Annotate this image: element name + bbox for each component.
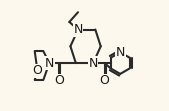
Text: N: N — [88, 57, 98, 70]
Text: N: N — [45, 57, 54, 70]
Text: N: N — [73, 23, 83, 36]
Text: O: O — [100, 74, 110, 87]
Text: O: O — [54, 74, 64, 87]
Text: N: N — [116, 46, 125, 59]
Text: O: O — [32, 64, 42, 77]
